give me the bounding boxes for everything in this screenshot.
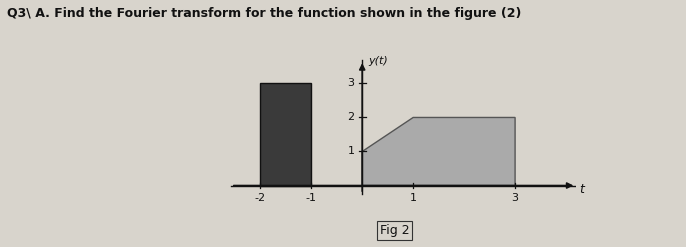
Text: Fig 2: Fig 2 (379, 224, 410, 237)
Text: Q3\ A. Find the Fourier transform for the function shown in the figure (2): Q3\ A. Find the Fourier transform for th… (7, 7, 521, 21)
Text: -2: -2 (255, 193, 266, 203)
Text: y(t): y(t) (368, 56, 388, 66)
Text: 2: 2 (347, 112, 355, 123)
Text: -1: -1 (306, 193, 317, 203)
Polygon shape (362, 118, 515, 185)
Polygon shape (260, 83, 311, 185)
Text: 3: 3 (348, 79, 355, 88)
Text: 1: 1 (348, 146, 355, 157)
Text: 3: 3 (512, 193, 519, 203)
Text: t: t (579, 183, 584, 196)
Text: 1: 1 (410, 193, 416, 203)
